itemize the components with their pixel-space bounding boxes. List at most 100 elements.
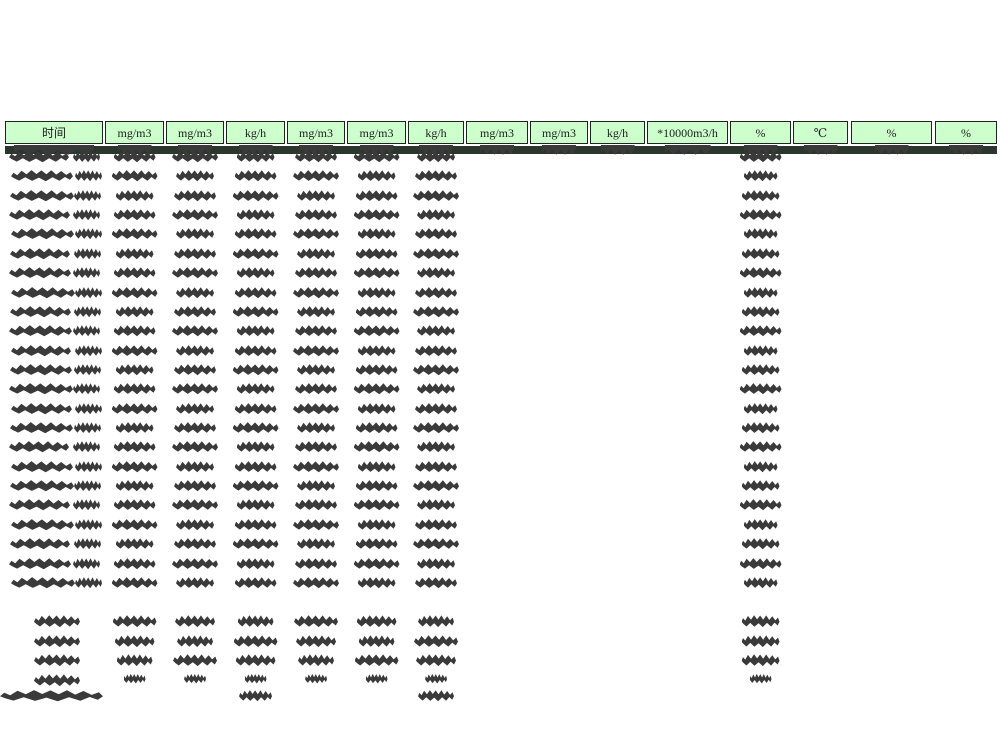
redacted-value-blob [236, 499, 275, 511]
redacted-value-blob [353, 383, 400, 395]
redacted-value-blob [113, 499, 156, 511]
redacted-value-blob [357, 287, 396, 299]
redacted-value-blob [234, 170, 277, 182]
redacted-value-blob [232, 364, 279, 376]
redacted-value-blob [113, 209, 156, 221]
redacted-value-blob [236, 558, 275, 570]
redacted-timestamp-blob [11, 287, 75, 299]
redacted-value-blob [293, 287, 339, 299]
redacted-value-blob [236, 151, 275, 163]
redacted-value-blob [176, 461, 214, 473]
redacted-value-blob [172, 499, 218, 511]
redacted-value-blob [353, 441, 400, 453]
redacted-timestamp-blob [73, 499, 100, 511]
redacted-value-blob [417, 267, 455, 279]
redacted-timestamp-blob [9, 383, 73, 395]
redacted-value-blob [115, 538, 154, 550]
unit-header-cell: mg/m3 [530, 121, 588, 144]
redacted-fragment-blob [359, 145, 394, 155]
redacted-fragment-blob [664, 145, 711, 155]
redacted-value-blob [357, 345, 396, 357]
redacted-fragment-blob [542, 145, 576, 155]
redacted-value-blob [293, 345, 339, 357]
redacted-summary-value-blob [184, 673, 206, 684]
redacted-summary-label-blob [34, 654, 80, 667]
redacted-summary-value-blob [233, 635, 278, 648]
redacted-value-blob [413, 364, 459, 376]
unit-header-cell: *10000m3/h [647, 121, 728, 144]
redacted-value-blob [739, 558, 782, 570]
redacted-value-blob [357, 461, 396, 473]
redacted-timestamp-blob [10, 364, 72, 376]
redacted-value-blob [115, 422, 154, 434]
redacted-timestamp-blob [10, 480, 74, 492]
redacted-value-blob [111, 403, 158, 415]
redacted-value-blob [297, 364, 335, 376]
redacted-value-blob [111, 287, 158, 299]
redaction-mask-bottom-bar [0, 736, 206, 745]
redacted-value-blob [357, 577, 396, 589]
redacted-value-blob [739, 325, 782, 337]
redacted-value-blob [234, 403, 277, 415]
redacted-summary-value-blob [114, 635, 155, 648]
redacted-summary-value-blob [235, 654, 276, 667]
redacted-fragment-blob [743, 145, 778, 155]
redacted-value-blob [172, 558, 218, 570]
redacted-value-blob [113, 558, 156, 570]
redacted-value-blob [234, 228, 277, 240]
redacted-value-blob [297, 248, 335, 260]
redacted-value-blob [353, 499, 400, 511]
unit-header-cell: mg/m3 [347, 121, 406, 144]
redacted-value-blob [355, 364, 398, 376]
redacted-value-blob [293, 461, 339, 473]
redacted-timestamp-blob [75, 403, 102, 415]
redacted-value-blob [232, 480, 279, 492]
redacted-value-blob [415, 170, 457, 182]
redacted-timestamp-blob [10, 306, 71, 318]
redacted-timestamp-blob [75, 170, 102, 182]
redacted-value-blob [232, 248, 279, 260]
redacted-value-blob [417, 383, 455, 395]
redacted-value-blob [113, 151, 156, 163]
redacted-value-blob [295, 325, 337, 337]
redacted-value-blob [413, 190, 459, 202]
redacted-summary-label-blob [34, 674, 80, 687]
redacted-footnote-value-blob [418, 690, 454, 702]
redacted-value-blob [413, 422, 459, 434]
redacted-value-blob [236, 325, 275, 337]
redacted-summary-value-blob [305, 673, 327, 684]
redacted-value-blob [743, 519, 778, 531]
redacted-fragment-blob [178, 145, 212, 155]
redacted-value-blob [415, 287, 457, 299]
redacted-value-blob [417, 209, 455, 221]
redacted-timestamp-blob [10, 190, 74, 202]
redacted-value-blob [176, 287, 214, 299]
redacted-value-blob [174, 422, 216, 434]
redacted-timestamp-blob [74, 190, 101, 202]
redacted-timestamp-blob [73, 267, 100, 279]
redacted-value-blob [413, 248, 459, 260]
redacted-value-blob [111, 519, 158, 531]
redacted-summary-value-blob [416, 654, 456, 667]
redacted-summary-value-blob [296, 635, 336, 648]
redacted-value-blob [176, 170, 214, 182]
redacted-value-blob [111, 228, 158, 240]
redacted-summary-value-blob [177, 635, 213, 648]
redacted-value-blob [174, 190, 216, 202]
redacted-value-blob [355, 480, 398, 492]
redacted-value-blob [297, 538, 335, 550]
redacted-value-blob [739, 441, 782, 453]
unit-header-cell: kg/h [226, 121, 285, 144]
redacted-timestamp-blob [11, 519, 74, 531]
redacted-value-blob [174, 248, 216, 260]
unit-header-cell: mg/m3 [287, 121, 345, 144]
redacted-timestamp-blob [74, 306, 101, 318]
redacted-value-blob [172, 441, 218, 453]
redacted-value-blob [115, 248, 154, 260]
redacted-timestamp-blob [10, 248, 70, 260]
redacted-value-blob [295, 499, 337, 511]
redacted-timestamp-blob [74, 248, 101, 260]
redacted-value-blob [297, 480, 335, 492]
redacted-timestamp-blob [10, 422, 73, 434]
